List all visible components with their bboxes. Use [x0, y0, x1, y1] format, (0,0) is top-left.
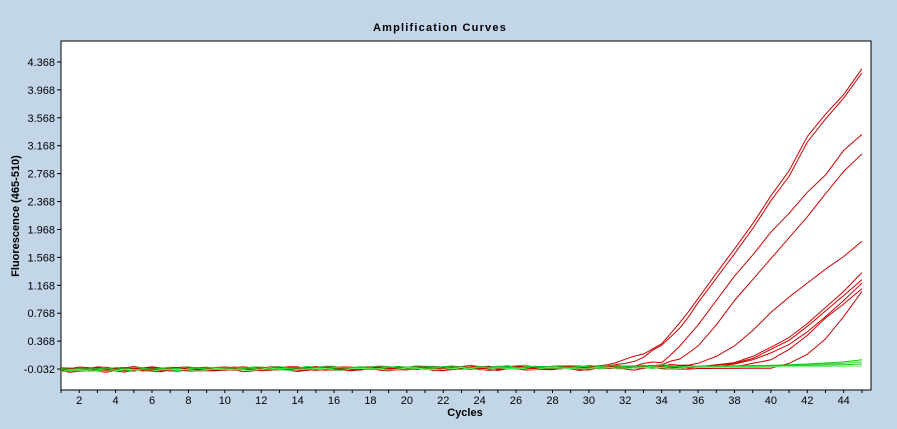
- series-lines: [60, 68, 863, 373]
- x-tick-label: 8: [185, 395, 191, 407]
- x-tick-label: 30: [583, 395, 595, 407]
- x-axis-label: Cycles: [447, 407, 482, 419]
- x-tick-label: 20: [401, 395, 413, 407]
- y-tick-label: 0.768: [27, 308, 55, 320]
- y-tick-label: 1.568: [27, 252, 55, 264]
- y-tick-label: 3.168: [27, 141, 55, 153]
- y-tick-label: -0.032: [24, 364, 55, 376]
- x-axis-ticks: 2 4 6 8 10 12 14 16 18 20 22 24 26 28 30 32 34 36 38 40 42 44: [60, 390, 863, 407]
- x-tick-label: 4: [113, 395, 119, 407]
- x-tick-label: 44: [838, 395, 850, 407]
- chart-title: Amplification Curves: [373, 22, 507, 34]
- x-tick-label: 36: [692, 395, 704, 407]
- x-tick-label: 12: [255, 395, 267, 407]
- x-tick-label: 18: [364, 395, 376, 407]
- x-tick-label: 14: [292, 395, 304, 407]
- y-tick-label: 4.368: [27, 57, 55, 69]
- plot-area: [60, 40, 872, 391]
- y-tick-label: 3.968: [27, 85, 55, 97]
- x-tick-label: 22: [437, 395, 449, 407]
- x-tick-label: 24: [474, 395, 486, 407]
- x-tick-label: 34: [656, 395, 668, 407]
- x-tick-label: 16: [328, 395, 340, 407]
- x-tick-label: 28: [546, 395, 558, 407]
- x-tick-label: 6: [149, 395, 155, 407]
- series-line-13: [60, 363, 862, 371]
- y-axis-label: Fluorescence (465-510): [10, 155, 22, 277]
- x-tick-label: 40: [765, 395, 777, 407]
- y-tick-label: 2.368: [27, 197, 55, 209]
- y-tick-label: 2.768: [27, 169, 55, 181]
- x-tick-label: 26: [510, 395, 522, 407]
- x-tick-label: 42: [801, 395, 813, 407]
- x-tick-label: 2: [76, 395, 82, 407]
- y-axis-ticks: -0.032 0.368 0.768 1.168 1.568 1.968 2.368 2.76…: [24, 57, 61, 376]
- x-tick-label: 32: [619, 395, 631, 407]
- x-tick-label: 10: [219, 395, 231, 407]
- y-tick-label: 3.568: [27, 113, 55, 125]
- y-tick-label: 0.368: [27, 336, 55, 348]
- y-tick-label: 1.968: [27, 224, 55, 236]
- y-tick-label: 1.168: [27, 280, 55, 292]
- series-line-14: [60, 365, 862, 373]
- x-tick-label: 38: [728, 395, 740, 407]
